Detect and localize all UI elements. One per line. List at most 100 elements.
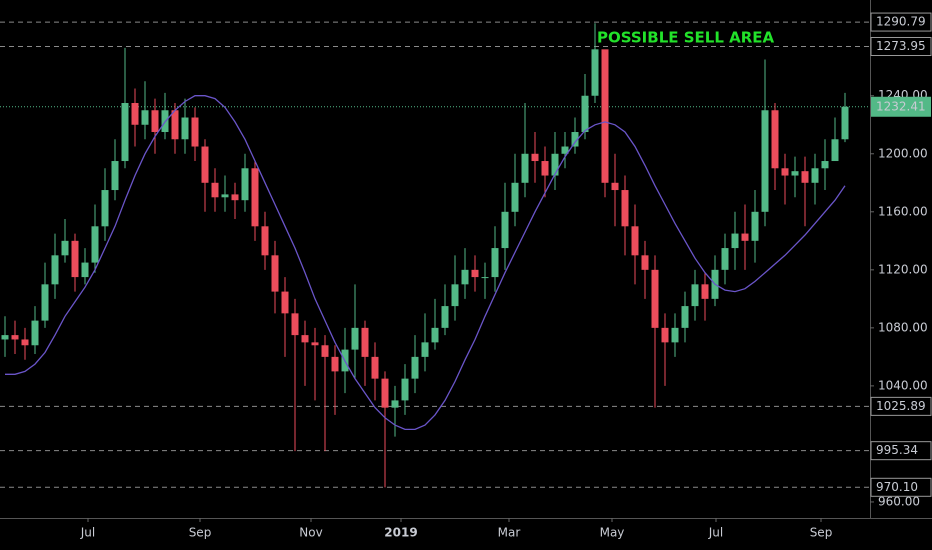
candle-body xyxy=(261,226,269,256)
candle-body xyxy=(591,49,599,96)
candle-body xyxy=(11,335,19,340)
candle-body xyxy=(201,146,209,183)
candle-body xyxy=(31,320,39,346)
candle-body xyxy=(841,106,849,140)
candle-body xyxy=(401,378,409,401)
level-label-box xyxy=(870,441,932,461)
candle-body xyxy=(631,226,639,256)
candle-body xyxy=(831,139,839,162)
y-tick-label: 960.00 xyxy=(878,494,920,508)
level-label-box xyxy=(870,396,932,416)
candle-body xyxy=(1,335,9,340)
axis: 960.00 1040.00 1080.00 1120.00 1160.00 1200.0… xyxy=(80,12,932,540)
level-label: 995.34 xyxy=(876,443,918,457)
level-label: 970.10 xyxy=(876,480,918,494)
x-tick-label: May xyxy=(600,526,625,540)
candle-body xyxy=(411,356,419,379)
candle-body xyxy=(291,313,299,336)
candle-body xyxy=(751,211,759,241)
x-tick-label: Mar xyxy=(498,526,521,540)
candle-body xyxy=(151,110,159,133)
candle-body xyxy=(301,335,309,343)
x-tick-label: Sep xyxy=(189,526,212,540)
candle-body xyxy=(551,153,559,176)
candle-body xyxy=(731,233,739,249)
candle-body xyxy=(211,182,219,198)
candle-body xyxy=(351,327,359,350)
candle-body xyxy=(171,110,179,140)
candle-body xyxy=(781,168,789,176)
x-tick-label: Nov xyxy=(299,526,322,540)
candle-body xyxy=(541,161,549,176)
candle-body xyxy=(721,248,729,270)
candle-body xyxy=(671,327,679,343)
level-label: 1025.89 xyxy=(876,399,926,413)
candle-body xyxy=(531,153,539,162)
candle-body xyxy=(701,284,709,299)
candle-body xyxy=(741,233,749,241)
y-tick-label: 1040.00 xyxy=(878,378,928,392)
candle-body xyxy=(451,284,459,307)
candle-body xyxy=(71,240,79,278)
last-price-label: 1232.41 xyxy=(876,99,926,113)
candle-body xyxy=(181,117,189,140)
level-label-box xyxy=(870,12,932,32)
moving-average xyxy=(5,95,846,431)
x-tick-label: Sep xyxy=(810,526,833,540)
y-tick-label: 1120.00 xyxy=(878,262,928,276)
candle-body xyxy=(51,255,59,285)
candle-body xyxy=(251,168,259,227)
candle-body xyxy=(811,168,819,183)
candle-body xyxy=(511,182,519,212)
x-tick-label: 2019 xyxy=(384,526,417,540)
candle-body xyxy=(131,103,139,125)
plot xyxy=(1,23,849,488)
candle-body xyxy=(321,345,329,357)
candle-body xyxy=(521,153,529,183)
candle-body xyxy=(101,190,109,227)
candle-body xyxy=(271,255,279,292)
candle-body xyxy=(21,339,29,346)
candle-body xyxy=(661,327,669,343)
y-tick-label: 1080.00 xyxy=(878,320,928,334)
candle-body xyxy=(761,110,769,212)
candle-body xyxy=(581,95,589,133)
candle-body xyxy=(501,211,509,249)
candle-body xyxy=(801,171,809,183)
level-label: 1273.95 xyxy=(876,39,926,53)
candle-body xyxy=(141,110,149,125)
candle-body xyxy=(281,291,289,314)
candle-body xyxy=(561,146,569,154)
candle-body xyxy=(461,269,469,285)
candle-body xyxy=(691,284,699,307)
candle-body xyxy=(641,255,649,270)
x-tick-label: Jul xyxy=(80,526,95,540)
candle-body xyxy=(651,269,659,328)
annotation: POSSIBLE SELL AREA xyxy=(597,29,775,47)
candle-body xyxy=(421,342,429,357)
candle-body xyxy=(611,182,619,191)
candle-body xyxy=(791,171,799,176)
candle-body xyxy=(81,262,89,278)
x-tick-label: Jul xyxy=(708,526,723,540)
candle-body xyxy=(621,190,629,227)
candle-body xyxy=(381,378,389,408)
candle-body xyxy=(41,284,49,321)
candle-body xyxy=(61,240,69,256)
candle-body xyxy=(371,356,379,379)
candle-body xyxy=(361,327,369,357)
candle-body xyxy=(331,356,339,372)
level-label: 1290.79 xyxy=(876,15,926,29)
candle-body xyxy=(111,161,119,191)
y-tick-label: 1160.00 xyxy=(878,204,928,218)
candle-body xyxy=(491,248,499,278)
candle-body xyxy=(681,306,689,328)
candle-body xyxy=(431,327,439,343)
candle-body xyxy=(471,269,479,278)
level-label-box xyxy=(870,36,932,56)
candle-body xyxy=(191,117,199,147)
candle-body xyxy=(771,110,779,169)
candle-body xyxy=(391,400,399,408)
candle-body xyxy=(121,103,129,162)
